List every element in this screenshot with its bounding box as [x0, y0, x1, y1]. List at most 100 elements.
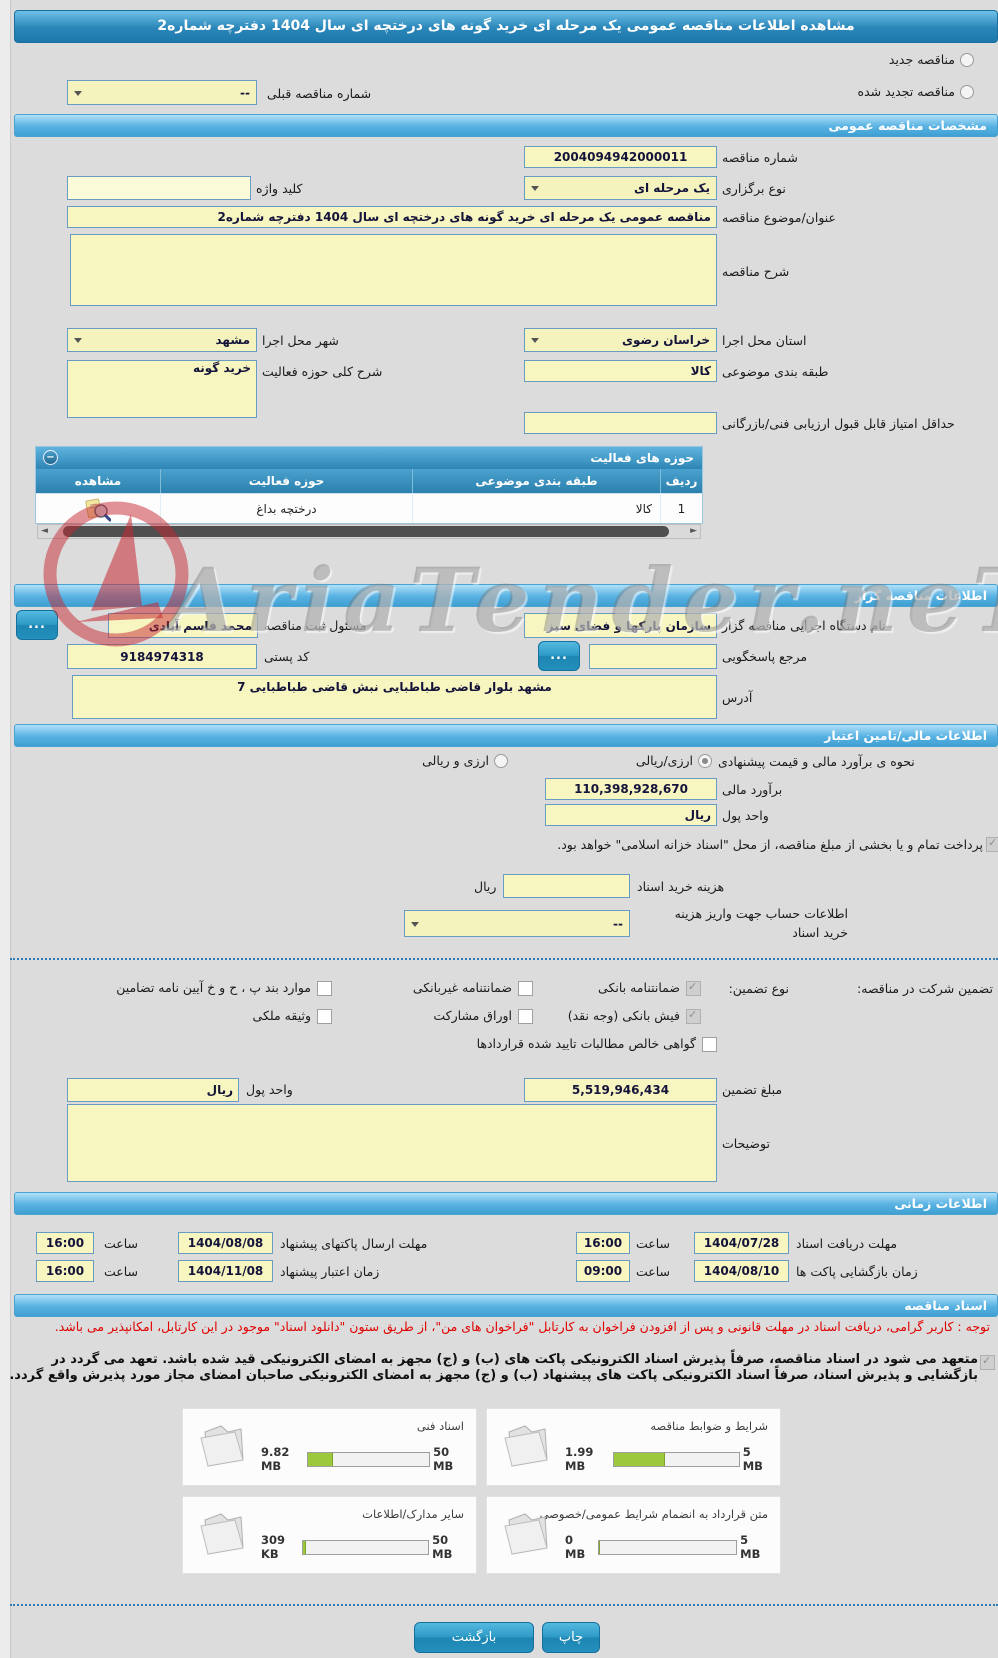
guarantee-amount-label: مبلغ تضمین — [722, 1082, 783, 1097]
proposal-validity-date[interactable]: 1404/11/08 — [178, 1260, 273, 1282]
contact-field[interactable] — [589, 644, 717, 669]
checkbox-icon[interactable] — [518, 1009, 533, 1024]
radio-rial[interactable]: ارزی/ریالی — [636, 753, 712, 768]
scroll-left-arrow[interactable]: ◄ — [41, 526, 48, 536]
radio-new-tender-label: مناقصه جدید — [888, 52, 955, 67]
account-select[interactable]: -- — [404, 910, 630, 937]
checkbox-bank-receipt[interactable]: فیش بانکی (وجه نقد) — [568, 1008, 701, 1024]
estimate-field[interactable]: 110,398,928,670 — [545, 778, 717, 800]
radio-new-tender-circle[interactable] — [960, 52, 974, 67]
doc-used-size: 309 KB — [261, 1533, 286, 1561]
radio-renewed-tender[interactable]: مناقصه تجدید شده — [858, 84, 974, 99]
checkbox-icon[interactable] — [686, 980, 701, 996]
browse-contact-button[interactable]: ... — [538, 641, 580, 671]
checkbox-icon[interactable] — [518, 981, 533, 996]
chevron-down-icon — [531, 338, 539, 343]
currency-field[interactable]: ریال — [545, 804, 717, 826]
ellipsis-icon: ... — [550, 648, 568, 663]
commitment-text: متعهد می شود در اسناد مناقصه، صرفاً پذیر… — [9, 1352, 978, 1383]
doc-card-other[interactable]: سایر مدارک/اطلاعات 309 KB 50 MB — [182, 1496, 477, 1574]
guarantee-amount-field[interactable]: 5,519,946,434 — [524, 1078, 717, 1102]
address-field[interactable]: مشهد بلوار قاضی طباطبایی نبش قاضی طباطبا… — [72, 675, 717, 719]
proposal-submit-deadline-date[interactable]: 1404/08/08 — [178, 1232, 273, 1254]
envelope-opening-time[interactable]: 09:00 — [576, 1260, 630, 1282]
progress-fill — [613, 1452, 665, 1466]
city-select[interactable]: مشهد — [67, 328, 257, 352]
province-select[interactable]: خراسان رضوی — [524, 328, 717, 352]
guarantee-currency-field[interactable]: ریال — [67, 1078, 239, 1102]
col-category: طبقه بندی موضوعی — [412, 469, 660, 493]
radio-currency-and-rial[interactable]: ارزی و ریالی — [422, 753, 508, 768]
city-value: مشهد — [215, 333, 251, 347]
proposal-submit-deadline-time[interactable]: 16:00 — [36, 1232, 94, 1254]
notes-field[interactable] — [67, 1104, 717, 1182]
doc-progress: 1.99 MB 5 MB — [565, 1445, 770, 1473]
tender-type-select[interactable]: یک مرحله ای — [524, 176, 717, 200]
collapse-icon[interactable]: − — [43, 450, 58, 465]
postal-code-label: کد پستی — [264, 649, 310, 664]
checkbox-net-claims-certificate[interactable]: گواهی خالص مطالبات تایید شده قراردادها — [477, 1036, 717, 1052]
checkbox-icon[interactable] — [317, 1009, 332, 1024]
radio-renewed-tender-circle[interactable] — [960, 84, 974, 99]
back-button[interactable]: بازگشت — [414, 1622, 534, 1653]
agency-field[interactable]: سازمان پارکها و فضای سبز — [524, 613, 717, 638]
radio-currency-and-rial-circle[interactable] — [494, 753, 508, 768]
col-field: حوزه فعالیت — [160, 469, 412, 493]
progress-bar — [307, 1451, 431, 1467]
scroll-right-arrow[interactable]: ► — [690, 526, 697, 536]
account-label: اطلاعات حساب جهت واریز هزینه خرید اسناد — [675, 904, 848, 942]
table-horizontal-scrollbar[interactable]: ◄ ► — [37, 524, 701, 539]
checkbox-label: اوراق مشارکت — [433, 1008, 512, 1023]
cell-category: کالا — [412, 493, 660, 523]
prev-tender-number-select[interactable]: -- — [67, 80, 257, 105]
proposal-validity-time[interactable]: 16:00 — [36, 1260, 94, 1282]
min-score-field[interactable] — [524, 412, 717, 434]
doc-card-technical[interactable]: اسناد فنی 9.82 MB 50 MB — [182, 1408, 477, 1486]
checkbox-icon[interactable] — [686, 1008, 701, 1024]
scope-field[interactable]: خرید گونه — [67, 360, 257, 418]
radio-new-tender[interactable]: مناقصه جدید — [889, 52, 974, 67]
activity-table: حوزه های فعالیت − ردیف طبقه بندی موضوعی … — [35, 446, 703, 524]
keyword-field[interactable] — [67, 176, 251, 200]
registrar-field[interactable]: محمد قاسم آبادی — [108, 613, 258, 638]
checkbox-icon[interactable] — [317, 981, 332, 996]
checkbox-label: گواهی خالص مطالبات تایید شده قراردادها — [476, 1036, 696, 1051]
radio-currency-and-rial-label: ارزی و ریالی — [422, 753, 489, 768]
doc-card-title: اسناد فنی — [416, 1419, 464, 1433]
checkbox-label: ضمانتنامه غیربانکی — [412, 980, 512, 995]
tender-number-field[interactable]: 2004094942000011 — [524, 146, 717, 168]
view-icon[interactable] — [85, 498, 112, 522]
doc-fee-field[interactable] — [503, 874, 630, 898]
scrollbar-thumb[interactable] — [63, 526, 669, 537]
doc-receipt-deadline-time[interactable]: 16:00 — [576, 1232, 630, 1254]
browse-agency-button[interactable]: ... — [16, 610, 58, 640]
description-field[interactable] — [70, 234, 717, 306]
checkbox-icon[interactable] — [702, 1037, 717, 1052]
doc-receipt-deadline-date[interactable]: 1404/07/28 — [694, 1232, 789, 1254]
print-button[interactable]: چاپ — [542, 1622, 600, 1653]
checkbox-bank-guarantee[interactable]: ضمانتنامه بانکی — [598, 980, 701, 996]
hour-label: ساعت — [104, 1236, 139, 1251]
checkbox-bylaw-items[interactable]: موارد بند پ ، ح و خ آیین نامه تضامین — [116, 980, 332, 996]
prev-tender-number-value: -- — [240, 85, 250, 100]
col-index: ردیف — [660, 469, 702, 493]
scope-label: شرح کلی حوزه فعالیت — [262, 364, 383, 379]
doc-card-terms[interactable]: شرایط و ضوابط مناقصه 1.99 MB 5 MB — [486, 1408, 781, 1486]
subject-field[interactable]: مناقصه عمومی یک مرحله ای خرید گونه های د… — [67, 206, 717, 228]
section-financial-header: اطلاعات مالی/تامین اعتبار — [14, 724, 998, 747]
radio-rial-circle[interactable] — [698, 753, 712, 768]
doc-card-contract[interactable]: متن قرارداد به انضمام شرایط عمومی/خصوصی … — [486, 1496, 781, 1574]
section-organizer-header: اطلاعات مناقصه گزار — [14, 584, 998, 607]
commitment-checkbox[interactable] — [980, 1354, 995, 1370]
checkbox-participation-bonds[interactable]: اوراق مشارکت — [433, 1008, 533, 1024]
envelope-opening-label: زمان بازگشایی پاکت ها — [796, 1264, 918, 1279]
proposal-submit-deadline-label: مهلت ارسال پاکتهای پیشنهاد — [280, 1236, 428, 1251]
download-notice: توجه : کاربر گرامی، دریافت اسناد در مهلت… — [54, 1319, 990, 1334]
checkbox-property-collateral[interactable]: وثیقه ملکی — [253, 1008, 332, 1024]
checkbox-nonbank-guarantee[interactable]: ضمانتنامه غیربانکی — [413, 980, 533, 996]
treasury-note: پرداخت تمام و یا بخشی از مبلغ مناقصه، از… — [557, 837, 983, 852]
category-field[interactable]: کالا — [524, 360, 717, 382]
postal-code-field[interactable]: 9184974318 — [67, 644, 257, 669]
treasury-checkbox[interactable] — [986, 836, 998, 852]
envelope-opening-date[interactable]: 1404/08/10 — [694, 1260, 789, 1282]
